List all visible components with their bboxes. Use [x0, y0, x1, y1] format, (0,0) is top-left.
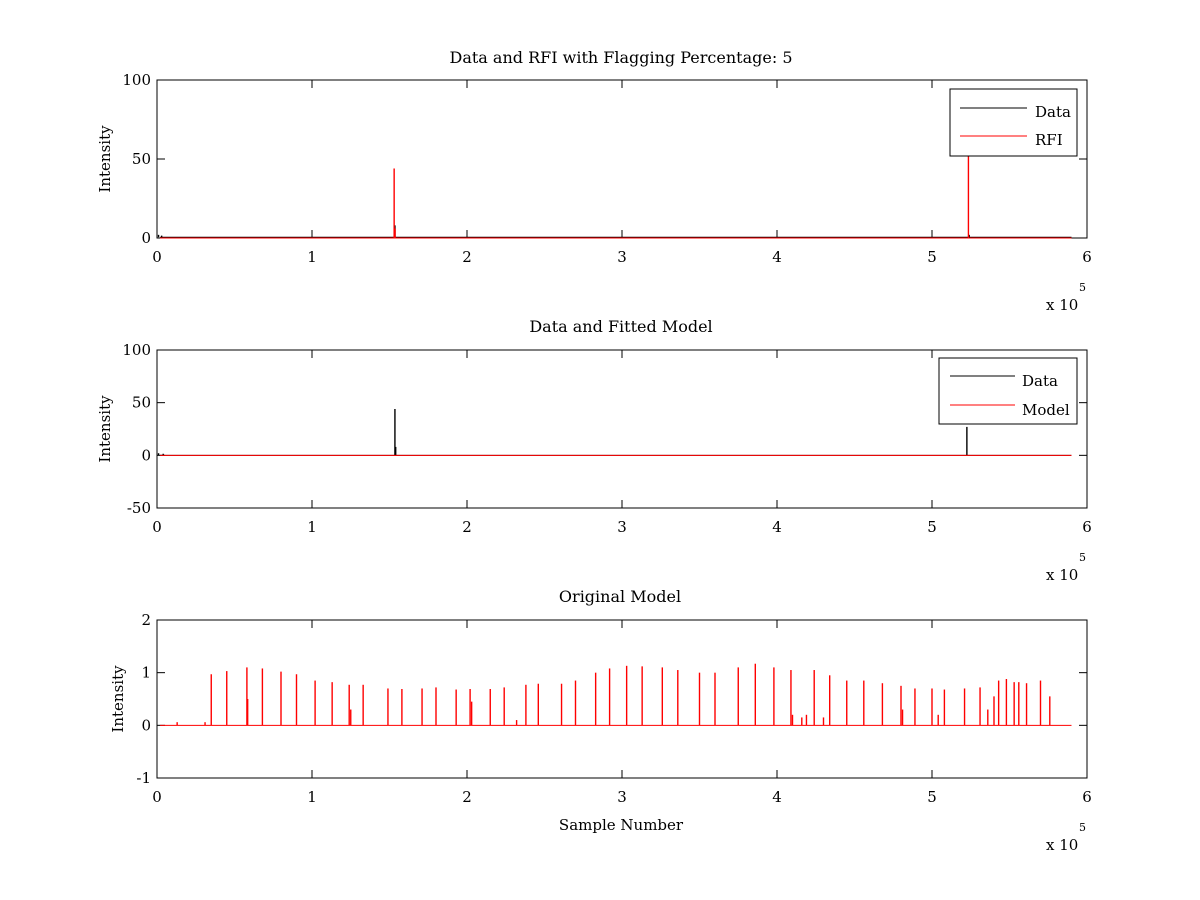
- subplot-2-legend: Data Model: [938, 357, 1078, 425]
- y-tick-label: 1: [141, 664, 151, 682]
- subplot-1-legend: Data RFI: [949, 88, 1078, 157]
- subplot-2-legend-box: [938, 357, 1078, 425]
- x-tick-label: 0: [152, 248, 162, 266]
- x-tick-label: 6: [1082, 518, 1092, 536]
- x-tick-label: 3: [617, 788, 627, 806]
- subplot-3-x-exponent-power: 5: [1079, 821, 1086, 834]
- subplot-1-x-exponent-power: 5: [1079, 281, 1086, 294]
- x-tick-label: 4: [772, 788, 782, 806]
- subplot-1-ylabel: Intensity: [96, 125, 114, 193]
- x-tick-label: 1: [307, 248, 317, 266]
- x-tick-label: 5: [927, 248, 937, 266]
- subplot-1-legend-box: [949, 88, 1078, 157]
- axes-frame: [156, 349, 1088, 509]
- subplot-1-x-exponent-base: x 10: [1046, 296, 1078, 314]
- series-model-2: [160, 663, 1072, 726]
- x-tick-label: 6: [1082, 248, 1092, 266]
- x-tick-label: 3: [617, 248, 627, 266]
- plot-area: 0 1 2 3 4 5 6 0 50 100: [122, 71, 1091, 266]
- y-tick-label: -1: [136, 769, 151, 787]
- x-tick-label: 2: [462, 518, 472, 536]
- x-tick-label: 4: [772, 248, 782, 266]
- subplot-1-x-exponent: x 10 5: [1046, 281, 1086, 314]
- x-tick-label: 4: [772, 518, 782, 536]
- subplot-1-legend-label-data: Data: [1035, 103, 1071, 121]
- subplot-3-ylabel: Intensity: [109, 665, 127, 733]
- subplot-3-x-exponent-base: x 10: [1046, 836, 1078, 854]
- y-tick-label: 100: [122, 341, 151, 359]
- y-tick-label: 100: [122, 71, 151, 89]
- subplot-2-legend-label-model: Model: [1022, 401, 1070, 419]
- subplot-2-x-exponent-base: x 10: [1046, 566, 1078, 584]
- y-tick-label: 0: [141, 446, 151, 464]
- axes-frame: [156, 79, 1088, 239]
- subplot-3-x-exponent: x 10 5: [1046, 821, 1086, 854]
- subplot-3-title: Original Model: [559, 587, 681, 606]
- x-tick-label: 6: [1082, 788, 1092, 806]
- x-tick-label: 5: [927, 518, 937, 536]
- subplot-1-legend-label-rfi: RFI: [1035, 131, 1063, 149]
- subplot-2-x-exponent: x 10 5: [1046, 551, 1086, 584]
- x-tick-label: 0: [152, 788, 162, 806]
- x-tick-label: 2: [462, 788, 472, 806]
- subplot-2-title: Data and Fitted Model: [529, 317, 712, 336]
- y-tick-label: 0: [141, 716, 151, 734]
- x-tick-label: 1: [307, 518, 317, 536]
- x-tick-label: 1: [307, 788, 317, 806]
- x-tick-label: 5: [927, 788, 937, 806]
- y-tick-label: 50: [132, 150, 151, 168]
- y-tick-label: -50: [127, 499, 151, 517]
- subplot-2-ylabel: Intensity: [96, 395, 114, 463]
- y-tick-label: 0: [141, 229, 151, 247]
- subplot-data-and-rfi: 0 1 2 3 4 5 6 0 50 100 Data and RFI with Flagging…: [96, 48, 1092, 314]
- series-rfi-0: [160, 147, 1072, 239]
- subplot-3-xlabel: Sample Number: [559, 816, 684, 834]
- subplot-2-x-exponent-power: 5: [1079, 551, 1086, 564]
- y-tick-label: 50: [132, 394, 151, 412]
- y-tick-label: 2: [141, 611, 151, 629]
- x-tick-label: 0: [152, 518, 162, 536]
- x-tick-label: 3: [617, 518, 627, 536]
- x-tick-label: 2: [462, 248, 472, 266]
- subplot-1-title: Data and RFI with Flagging Percentage: 5: [449, 48, 792, 67]
- subplot-2-legend-label-data: Data: [1022, 372, 1058, 390]
